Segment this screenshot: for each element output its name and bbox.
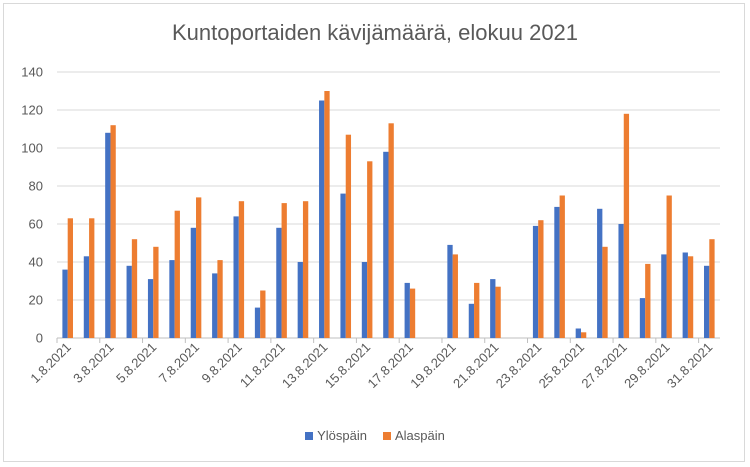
bar-alaspain-21: [495, 286, 501, 338]
bar-alaspain-19: [452, 254, 458, 338]
x-tick-label: 7.8.2021: [156, 340, 202, 386]
bar-ylospain-19: [447, 244, 453, 338]
bar-ylospain-20: [468, 303, 475, 338]
legend-swatch-series-1: [305, 431, 314, 440]
bar-alaspain-17: [409, 288, 416, 338]
bar-ylospain-2: [83, 256, 90, 338]
bar-ylospain-1: [62, 269, 68, 338]
bar-ylospain-21: [490, 279, 496, 338]
bar-alaspain-2: [89, 218, 95, 338]
bar-ylospain-14: [340, 193, 346, 338]
bar-ylospain-7: [190, 227, 197, 338]
bar-alaspain-28: [645, 263, 651, 338]
bar-ylospain-23: [532, 225, 539, 338]
bar-alaspain-12: [302, 201, 309, 338]
y-tick-label: 120: [21, 103, 43, 118]
y-tick-label: 20: [29, 293, 43, 308]
bar-alaspain-10: [260, 290, 266, 338]
bar-alaspain-7: [196, 197, 202, 338]
y-axis-tick-labels: 0 20 40 60 80 100 120 140: [21, 65, 43, 346]
bar-ylospain-16: [383, 151, 389, 338]
x-tick-label: 5.8.2021: [113, 340, 159, 386]
bar-ylospain-17: [404, 282, 410, 338]
bar-ylospain-25: [575, 328, 581, 338]
bar-ylospain-5: [147, 279, 154, 338]
legend-label-series-2: Alaspäin: [395, 428, 445, 443]
chart-title: Kuntoportaiden kävijämäärä, elokuu 2021: [171, 20, 579, 45]
legend-item-series-2: Alaspäin: [383, 428, 445, 443]
bar-ylospain-30: [682, 252, 688, 338]
bar-ylospain-28: [639, 298, 646, 338]
bar-alaspain-30: [687, 256, 694, 338]
x-tick-label: 23.8.2021: [493, 340, 545, 392]
x-tick-label: 1.8.2021: [27, 340, 73, 386]
x-tick-label: 3.8.2021: [70, 340, 116, 386]
y-tick-label: 140: [21, 65, 43, 80]
bar-alaspain-6: [174, 210, 180, 338]
x-tick-label: 27.8.2021: [578, 340, 630, 392]
x-tick-label: 19.8.2021: [407, 340, 459, 392]
bar-ylospain-4: [126, 265, 132, 338]
bar-ylospain-13: [319, 100, 325, 338]
bar-ylospain-15: [361, 262, 368, 338]
bar-ylospain-6: [169, 260, 175, 338]
x-tick-label: 15.8.2021: [322, 340, 374, 392]
legend-item-series-1: Ylöspäin: [305, 428, 367, 443]
bar-ylospain-8: [212, 273, 218, 338]
x-axis-tick-labels: 1.8.20213.8.20215.8.20217.8.20219.8.2021…: [27, 340, 715, 392]
bar-alaspain-27: [623, 113, 630, 338]
bar-ylospain-24: [554, 206, 560, 338]
bar-ylospain-29: [661, 254, 667, 338]
bar-alaspain-9: [238, 201, 245, 338]
x-tick-label: 17.8.2021: [365, 340, 417, 392]
bar-alaspain-1: [67, 218, 73, 338]
y-tick-label: 0: [36, 331, 43, 346]
bar-ylospain-27: [618, 224, 624, 338]
bar-alaspain-14: [345, 134, 352, 338]
bar-alaspain-5: [153, 246, 159, 338]
bar-ylospain-12: [297, 262, 303, 338]
x-tick-label: 25.8.2021: [536, 340, 588, 392]
bars: [62, 91, 715, 338]
bar-ylospain-31: [704, 265, 710, 338]
y-tick-label: 80: [29, 179, 43, 194]
x-tick-label: 31.8.2021: [664, 340, 716, 392]
bar-alaspain-4: [131, 239, 138, 338]
y-tick-label: 60: [29, 217, 43, 232]
legend-label-series-1: Ylöspäin: [317, 428, 367, 443]
y-tick-label: 40: [29, 255, 43, 270]
bar-alaspain-29: [666, 195, 672, 338]
bar-alaspain-23: [538, 220, 544, 338]
bar-ylospain-10: [254, 307, 261, 338]
bar-alaspain-31: [709, 239, 715, 338]
x-tick-label: 13.8.2021: [279, 340, 331, 392]
bar-alaspain-26: [602, 246, 608, 338]
x-tick-label: 21.8.2021: [450, 340, 502, 392]
bar-ylospain-11: [276, 227, 282, 338]
bar-alaspain-24: [559, 195, 565, 338]
bar-ylospain-9: [233, 216, 239, 338]
bar-alaspain-20: [474, 282, 480, 338]
x-tick-label: 29.8.2021: [621, 340, 673, 392]
bar-alaspain-25: [580, 332, 587, 338]
bar-ylospain-26: [597, 208, 603, 338]
bar-alaspain-8: [217, 260, 223, 338]
bar-alaspain-3: [110, 125, 116, 338]
y-tick-label: 100: [21, 141, 43, 156]
legend: Ylöspäin Alaspäin: [0, 428, 750, 443]
bar-alaspain-16: [388, 123, 394, 338]
bar-alaspain-13: [324, 91, 330, 338]
legend-swatch-series-2: [383, 431, 391, 440]
bar-ylospain-3: [105, 132, 111, 338]
bar-alaspain-11: [281, 203, 287, 338]
bar-alaspain-15: [367, 161, 373, 338]
